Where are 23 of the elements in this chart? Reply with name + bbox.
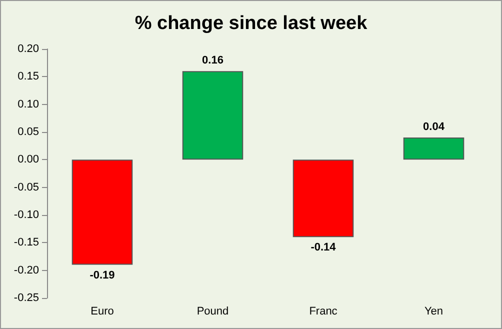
bar: [182, 71, 244, 160]
y-tick-label: 0.00: [18, 154, 39, 166]
y-tick-label: -0.20: [14, 264, 39, 276]
x-tick-label: Euro: [90, 306, 114, 318]
y-tick-label: -0.15: [14, 236, 39, 249]
x-tick-label: Franc: [309, 306, 338, 318]
y-tick-label: 0.15: [18, 70, 39, 83]
bar: [403, 138, 464, 160]
y-tick-label: -0.25: [14, 292, 39, 304]
bar: [72, 160, 133, 265]
y-tick-label: -0.05: [14, 181, 39, 194]
y-tick-label: 0.05: [18, 126, 39, 138]
y-tick-label: 0.10: [18, 98, 39, 110]
x-tick-label: Yen: [424, 306, 444, 318]
y-tick-label: 0.20: [18, 43, 39, 55]
data-label: 0.16: [202, 54, 224, 67]
data-label: 0.04: [423, 121, 446, 134]
data-label: -0.19: [90, 269, 115, 282]
y-tick-label: -0.10: [14, 209, 39, 221]
x-tick-label: Pound: [196, 306, 229, 318]
data-label: -0.14: [310, 242, 337, 254]
bar: [292, 160, 354, 238]
chart-title: % change since last week: [134, 13, 368, 34]
